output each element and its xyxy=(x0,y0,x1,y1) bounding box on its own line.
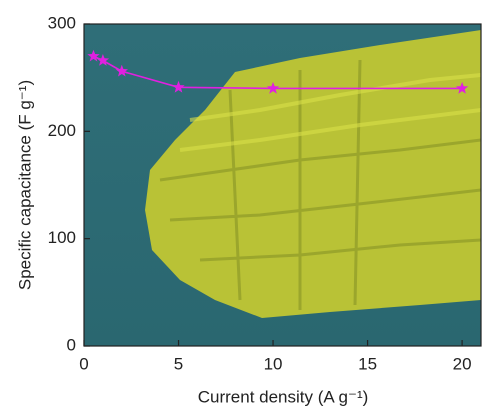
x-tick-label: 5 xyxy=(174,354,183,373)
x-tick-label: 20 xyxy=(453,354,472,373)
y-tick-label: 100 xyxy=(48,228,76,247)
x-tick-label: 15 xyxy=(358,354,377,373)
plot-frame xyxy=(83,23,482,347)
background-image xyxy=(84,24,481,346)
data-point xyxy=(172,80,185,93)
y-tick-label: 300 xyxy=(48,13,76,32)
y-tick-label: 200 xyxy=(48,121,76,140)
data-point xyxy=(266,81,280,94)
data-point xyxy=(96,54,110,66)
y-axis-title: Specific capacitance (F g⁻¹) xyxy=(15,80,34,290)
data-point xyxy=(115,64,128,77)
x-axis-title: Current density (A g⁻¹) xyxy=(198,387,369,406)
y-tick-label: 0 xyxy=(67,335,76,354)
x-tick-label: 0 xyxy=(79,354,88,373)
x-tick-label: 10 xyxy=(264,354,283,373)
data-point xyxy=(87,49,100,62)
data-point xyxy=(455,81,469,94)
